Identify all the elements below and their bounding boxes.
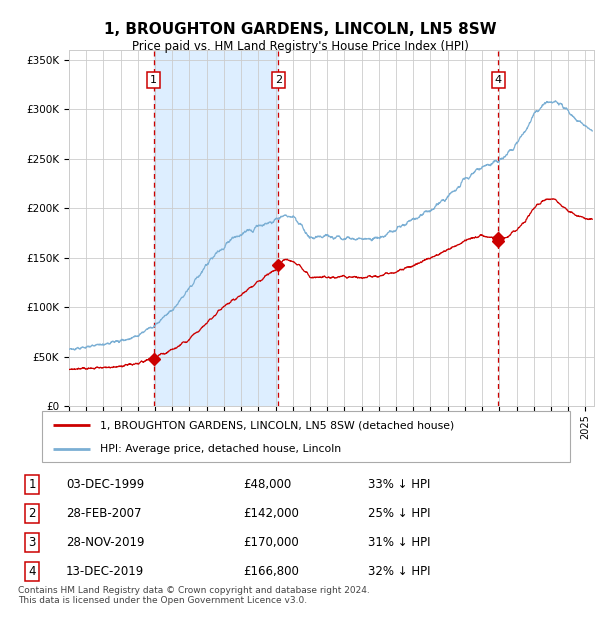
Text: Price paid vs. HM Land Registry's House Price Index (HPI): Price paid vs. HM Land Registry's House …: [131, 40, 469, 53]
Text: 32% ↓ HPI: 32% ↓ HPI: [368, 565, 430, 578]
Text: 4: 4: [28, 565, 36, 578]
Text: 1, BROUGHTON GARDENS, LINCOLN, LN5 8SW (detached house): 1, BROUGHTON GARDENS, LINCOLN, LN5 8SW (…: [100, 420, 454, 430]
Text: £166,800: £166,800: [244, 565, 299, 578]
Text: 33% ↓ HPI: 33% ↓ HPI: [368, 478, 430, 491]
Text: 28-NOV-2019: 28-NOV-2019: [66, 536, 145, 549]
Text: 4: 4: [495, 75, 502, 85]
Text: 1, BROUGHTON GARDENS, LINCOLN, LN5 8SW: 1, BROUGHTON GARDENS, LINCOLN, LN5 8SW: [104, 22, 496, 37]
Text: £48,000: £48,000: [244, 478, 292, 491]
Text: 31% ↓ HPI: 31% ↓ HPI: [368, 536, 430, 549]
Text: 13-DEC-2019: 13-DEC-2019: [66, 565, 144, 578]
Text: 2: 2: [275, 75, 282, 85]
Bar: [154, 50, 278, 406]
Text: 2: 2: [28, 507, 36, 520]
Text: £170,000: £170,000: [244, 536, 299, 549]
Text: 28-FEB-2007: 28-FEB-2007: [66, 507, 142, 520]
Text: 03-DEC-1999: 03-DEC-1999: [66, 478, 144, 491]
FancyBboxPatch shape: [42, 411, 570, 462]
Text: Contains HM Land Registry data © Crown copyright and database right 2024.
This d: Contains HM Land Registry data © Crown c…: [18, 586, 370, 605]
Text: HPI: Average price, detached house, Lincoln: HPI: Average price, detached house, Linc…: [100, 444, 341, 454]
Text: 1: 1: [150, 75, 157, 85]
Text: £142,000: £142,000: [244, 507, 299, 520]
Text: 1: 1: [28, 478, 36, 491]
Text: 3: 3: [28, 536, 36, 549]
Text: 25% ↓ HPI: 25% ↓ HPI: [368, 507, 430, 520]
